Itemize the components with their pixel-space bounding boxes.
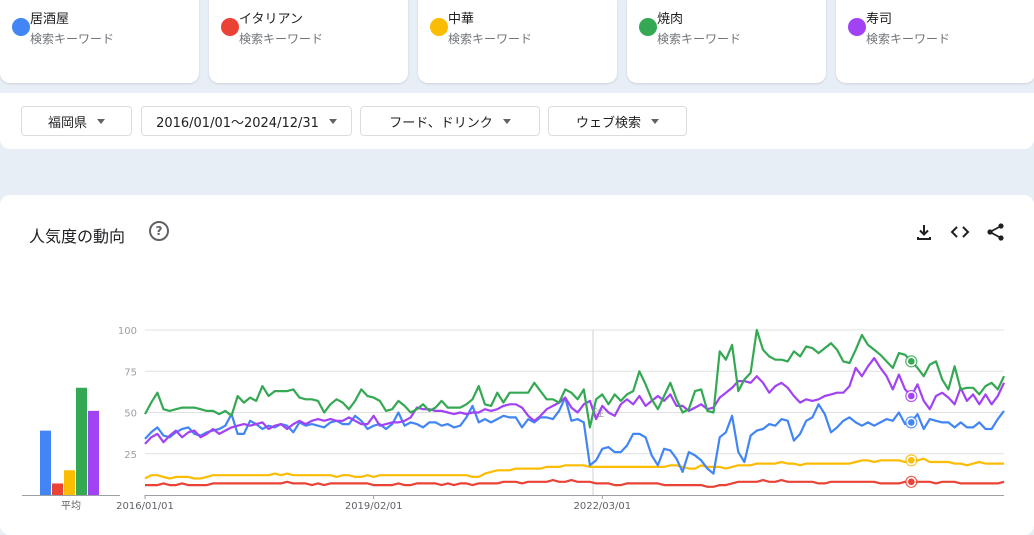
keyword-type: 検索キーワード bbox=[30, 32, 115, 46]
download-icon[interactable] bbox=[914, 222, 934, 242]
keyword-color-dot bbox=[12, 18, 30, 36]
keyword-name: 中華 bbox=[448, 12, 475, 27]
series-marker-4 bbox=[908, 358, 915, 365]
caret-down-icon bbox=[328, 118, 337, 124]
series-line-2 bbox=[145, 479, 1005, 488]
keyword-color-dot bbox=[848, 18, 866, 36]
period-select[interactable]: 2016/01/01〜2024/12/31 bbox=[141, 106, 352, 136]
series-line-4 bbox=[144, 328, 1005, 429]
filter-bar: 福岡県 2016/01/01〜2024/12/31 フード、ドリンク ウェブ検索 bbox=[0, 93, 1034, 149]
region-select[interactable]: 福岡県 bbox=[21, 106, 132, 136]
section-title: 人気度の動向 bbox=[29, 227, 126, 246]
avg-bar-3 bbox=[64, 470, 75, 495]
x-tick-label: 2016/01/01 bbox=[116, 501, 174, 512]
search-type-select[interactable]: ウェブ検索 bbox=[548, 106, 687, 136]
category-value: フード、ドリンク bbox=[389, 115, 493, 131]
keyword-name: 居酒屋 bbox=[30, 12, 70, 27]
region-value: 福岡県 bbox=[47, 115, 87, 131]
keyword-type: 検索キーワード bbox=[448, 32, 533, 46]
y-tick-label: 50 bbox=[124, 409, 137, 420]
keyword-type: 検索キーワード bbox=[657, 32, 742, 46]
avg-bar-1 bbox=[40, 430, 51, 495]
keyword-color-dot bbox=[430, 18, 448, 36]
series-line-5 bbox=[144, 357, 1005, 445]
average-bar-chart: 平均 bbox=[22, 387, 120, 512]
keyword-type: 検索キーワード bbox=[866, 32, 951, 46]
keyword-name: イタリアン bbox=[239, 12, 303, 27]
avg-bar-4 bbox=[76, 387, 87, 495]
keyword-type: 検索キーワード bbox=[239, 32, 324, 46]
keyword-card-1[interactable]: 居酒屋 検索キーワード bbox=[0, 0, 199, 83]
help-icon[interactable]: ? bbox=[149, 221, 169, 241]
series-marker-5 bbox=[908, 392, 915, 400]
caret-down-icon bbox=[502, 118, 511, 124]
series-marker-3 bbox=[908, 457, 915, 464]
y-tick-label: 100 bbox=[118, 326, 137, 337]
x-tick-label: 2019/02/01 bbox=[345, 501, 403, 512]
keyword-name: 焼肉 bbox=[657, 12, 684, 27]
y-tick-label: 25 bbox=[124, 450, 137, 461]
keyword-card-4[interactable]: 焼肉 検索キーワード bbox=[627, 0, 826, 83]
share-icon[interactable] bbox=[986, 222, 1006, 242]
keyword-card-2[interactable]: イタリアン 検索キーワード bbox=[209, 0, 408, 83]
y-tick-label: 75 bbox=[124, 367, 137, 378]
keyword-color-dot bbox=[639, 18, 657, 36]
avg-label: 平均 bbox=[61, 500, 81, 512]
avg-bar-5 bbox=[88, 410, 99, 495]
caret-down-icon bbox=[651, 118, 659, 124]
keyword-name: 寿司 bbox=[866, 12, 893, 27]
series-marker-2 bbox=[908, 478, 915, 486]
avg-bar-2 bbox=[52, 483, 63, 495]
embed-code-icon[interactable] bbox=[950, 222, 970, 242]
search-type-value: ウェブ検索 bbox=[575, 115, 641, 131]
period-value: 2016/01/01〜2024/12/31 bbox=[156, 115, 319, 131]
category-select[interactable]: フード、ドリンク bbox=[360, 106, 540, 136]
series-line-3 bbox=[144, 457, 1004, 480]
keyword-card-3[interactable]: 中華 検索キーワード bbox=[418, 0, 617, 83]
caret-down-icon bbox=[97, 118, 105, 124]
keyword-card-5[interactable]: 寿司 検索キーワード bbox=[836, 0, 1034, 83]
series-marker-1 bbox=[908, 419, 915, 426]
x-tick-label: 2022/03/01 bbox=[573, 501, 631, 512]
keyword-color-dot bbox=[221, 18, 239, 36]
